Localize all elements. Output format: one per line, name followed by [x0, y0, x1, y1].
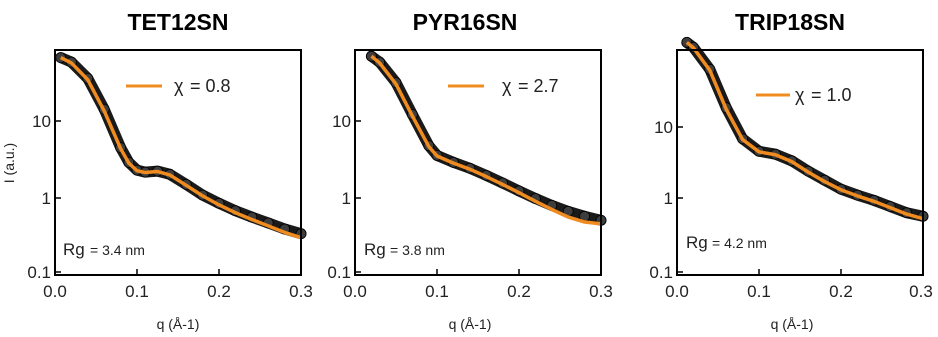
- plot-frame: [54, 49, 302, 276]
- chart-title: TET12SN: [128, 9, 229, 35]
- plot-frame: [354, 49, 602, 276]
- rg-label: Rg: [63, 240, 85, 259]
- chart-title: PYR16SN: [413, 9, 518, 35]
- y-tick-label: 1: [42, 189, 51, 208]
- x-tick-label: 0.3: [909, 282, 933, 301]
- x-tick-label: 0.3: [289, 282, 313, 301]
- x-tick-label: 0.1: [425, 282, 449, 301]
- plot-frame: [676, 49, 924, 276]
- panel-trip18sn: TRIP18SN χ = 1.0 Rg = 4.2 nm 0.1 1 10 0.…: [649, 9, 932, 332]
- x-tick-label: 0.3: [589, 282, 613, 301]
- x-tick-label: 0.1: [125, 282, 149, 301]
- y-tick-label: 0.1: [649, 263, 673, 282]
- x-tick-label: 0.2: [829, 282, 853, 301]
- x-tick-label: 0.0: [343, 282, 367, 301]
- legend-label: = 1.0: [811, 85, 852, 105]
- x-tick-label: 0.2: [207, 282, 231, 301]
- x-axis-label: q (Å-1): [157, 316, 200, 332]
- panel-pyr16sn: PYR16SN χ = 2.7 Rg = 3.8 nm 0.1 1 10 0.0…: [327, 9, 612, 332]
- rg-value: = 3.4 nm: [90, 242, 145, 258]
- x-axis-label: q (Å-1): [449, 316, 492, 332]
- series-group: [55, 52, 307, 240]
- fit-line: [59, 56, 302, 240]
- y-ticks: 0.1 1 10: [649, 118, 683, 282]
- fit-line: [685, 41, 924, 221]
- rg-value: = 3.8 nm: [390, 242, 445, 258]
- y-tick-label: 1: [664, 189, 673, 208]
- legend-label: = 0.8: [190, 76, 231, 96]
- y-tick-label: 10: [32, 112, 51, 131]
- x-tick-label: 0.1: [747, 282, 771, 301]
- series-group: [681, 36, 929, 222]
- x-axis-label: q (Å-1): [771, 316, 814, 332]
- rg-label: Rg: [686, 233, 708, 252]
- rg-label: Rg: [364, 240, 386, 259]
- chart-title: TRIP18SN: [735, 9, 845, 35]
- y-ticks: 0.1 1 10: [327, 112, 361, 282]
- y-tick-label: 10: [654, 118, 673, 137]
- legend-label: = 2.7: [518, 76, 559, 96]
- y-ticks: 0.1 1 10: [27, 112, 61, 282]
- x-tick-label: 0.0: [43, 282, 67, 301]
- y-tick-label: 0.1: [27, 263, 51, 282]
- y-tick-label: 1: [342, 189, 351, 208]
- y-tick-label: 10: [332, 112, 351, 131]
- legend-symbol: χ: [502, 76, 512, 96]
- x-ticks: 0.0 0.1 0.2 0.3: [343, 269, 613, 301]
- panel-tet12sn: TET12SN χ = 0.8 Rg = 3.4 nm 0.1 1 10 0.0…: [1, 9, 313, 332]
- y-axis-label: I (a.u.): [1, 143, 17, 183]
- x-ticks: 0.0 0.1 0.2 0.3: [43, 269, 313, 301]
- y-tick-label: 0.1: [327, 263, 351, 282]
- x-tick-label: 0.2: [507, 282, 531, 301]
- x-tick-label: 0.0: [665, 282, 689, 301]
- legend-symbol: χ: [174, 76, 184, 96]
- x-ticks: 0.0 0.1 0.2 0.3: [665, 269, 933, 301]
- rg-value: = 4.2 nm: [712, 235, 767, 251]
- data-series-band: [365, 50, 607, 226]
- data-series-band: [681, 36, 929, 222]
- series-group: [365, 50, 607, 226]
- fit-line: [370, 54, 602, 226]
- legend-symbol: χ: [795, 85, 805, 105]
